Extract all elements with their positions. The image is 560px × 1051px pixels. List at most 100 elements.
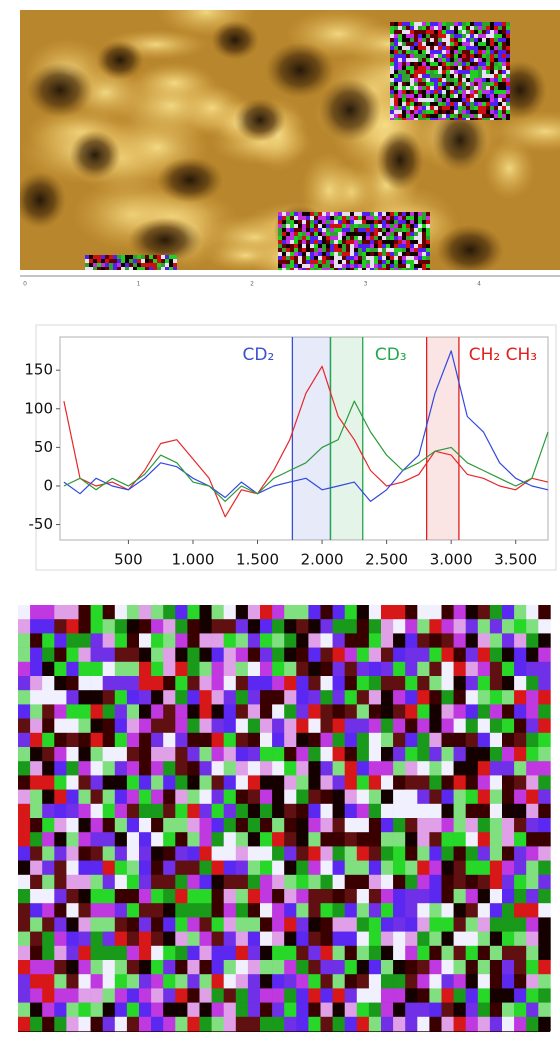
map-pixel	[85, 259, 89, 263]
map-pixel	[402, 268, 406, 270]
map-pixel	[272, 960, 285, 975]
map-pixel	[151, 960, 164, 975]
map-pixel	[390, 22, 394, 26]
map-pixel	[393, 974, 406, 989]
map-pixel	[390, 30, 394, 34]
map-pixel	[486, 106, 490, 110]
map-pixel	[157, 255, 161, 259]
map-pixel	[410, 260, 414, 264]
map-pixel	[163, 931, 176, 947]
map-pixel	[414, 232, 418, 236]
map-pixel	[454, 26, 458, 30]
map-pixel	[458, 42, 462, 46]
map-pixel	[474, 110, 478, 114]
series-line	[63, 400, 549, 502]
map-pixel	[187, 676, 200, 691]
map-pixel	[394, 82, 398, 86]
map-pixel	[322, 256, 326, 260]
map-pixel	[90, 704, 103, 719]
map-pixel	[486, 102, 490, 106]
map-pixel	[314, 256, 318, 260]
map-pixel	[422, 216, 426, 220]
map-pixel	[538, 931, 551, 947]
map-pixel	[278, 236, 282, 240]
map-pixel	[405, 988, 418, 1003]
map-pixel	[54, 1002, 67, 1018]
map-pixel	[514, 1016, 527, 1032]
map-pixel	[235, 945, 249, 961]
map-pixel	[465, 661, 479, 677]
map-pixel	[235, 661, 249, 677]
map-pixel	[109, 263, 113, 267]
map-pixel	[394, 62, 398, 66]
map-pixel	[294, 252, 298, 256]
map-pixel	[398, 118, 402, 120]
map-pixel	[320, 633, 333, 648]
map-pixel	[446, 30, 450, 34]
map-pixel	[526, 818, 539, 833]
map-pixel	[139, 931, 152, 947]
map-pixel	[290, 228, 294, 232]
map-pixel	[175, 676, 188, 691]
map-pixel	[482, 114, 486, 118]
map-pixel	[465, 974, 479, 989]
map-pixel	[296, 818, 309, 833]
map-pixel	[450, 58, 454, 62]
map-pixel	[308, 803, 321, 819]
map-pixel	[446, 106, 450, 110]
map-pixel	[368, 889, 382, 904]
map-pixel	[278, 256, 282, 260]
map-pixel	[54, 903, 67, 918]
map-pixel	[414, 86, 418, 90]
map-pixel	[394, 70, 398, 74]
map-pixel	[326, 252, 330, 256]
map-pixel	[235, 747, 249, 762]
map-pixel	[450, 78, 454, 82]
map-pixel	[18, 903, 31, 918]
map-pixel	[474, 30, 478, 34]
map-pixel	[394, 98, 398, 102]
map-pixel	[102, 1002, 116, 1018]
map-pixel	[199, 761, 212, 776]
map-pixel	[302, 252, 306, 256]
map-pixel	[538, 889, 551, 904]
map-pixel	[139, 775, 152, 790]
map-pixel	[344, 718, 358, 734]
map-pixel	[381, 732, 394, 748]
map-pixel	[422, 62, 426, 66]
x-tick-label: 1.500	[236, 551, 279, 569]
map-pixel	[466, 30, 470, 34]
map-pixel	[454, 82, 458, 86]
map-pixel	[378, 224, 382, 228]
map-pixel	[137, 255, 141, 259]
map-pixel	[223, 761, 237, 776]
map-pixel	[117, 255, 121, 259]
afm-pit	[211, 20, 259, 60]
map-pixel	[344, 732, 358, 748]
map-pixel	[356, 732, 370, 748]
map-pixel	[398, 110, 402, 114]
map-pixel	[318, 220, 322, 224]
map-pixel	[410, 232, 414, 236]
map-pixel	[141, 255, 145, 259]
map-pixel	[334, 232, 338, 236]
map-pixel	[175, 988, 188, 1003]
map-pixel	[235, 761, 249, 776]
map-pixel	[199, 974, 212, 989]
map-pixel	[489, 960, 503, 975]
map-pixel	[117, 263, 121, 267]
map-pixel	[175, 633, 188, 648]
map-pixel	[490, 38, 494, 42]
map-pixel	[93, 263, 97, 267]
map-pixel	[477, 931, 491, 947]
map-pixel	[354, 252, 358, 256]
map-pixel	[386, 264, 390, 268]
map-pixel	[356, 974, 370, 989]
map-pixel	[211, 832, 224, 847]
map-pixel	[223, 931, 237, 947]
map-pixel	[90, 903, 103, 918]
map-pixel	[386, 268, 390, 270]
map-pixel	[494, 46, 498, 50]
map-pixel	[294, 268, 298, 270]
map-pixel	[402, 30, 406, 34]
